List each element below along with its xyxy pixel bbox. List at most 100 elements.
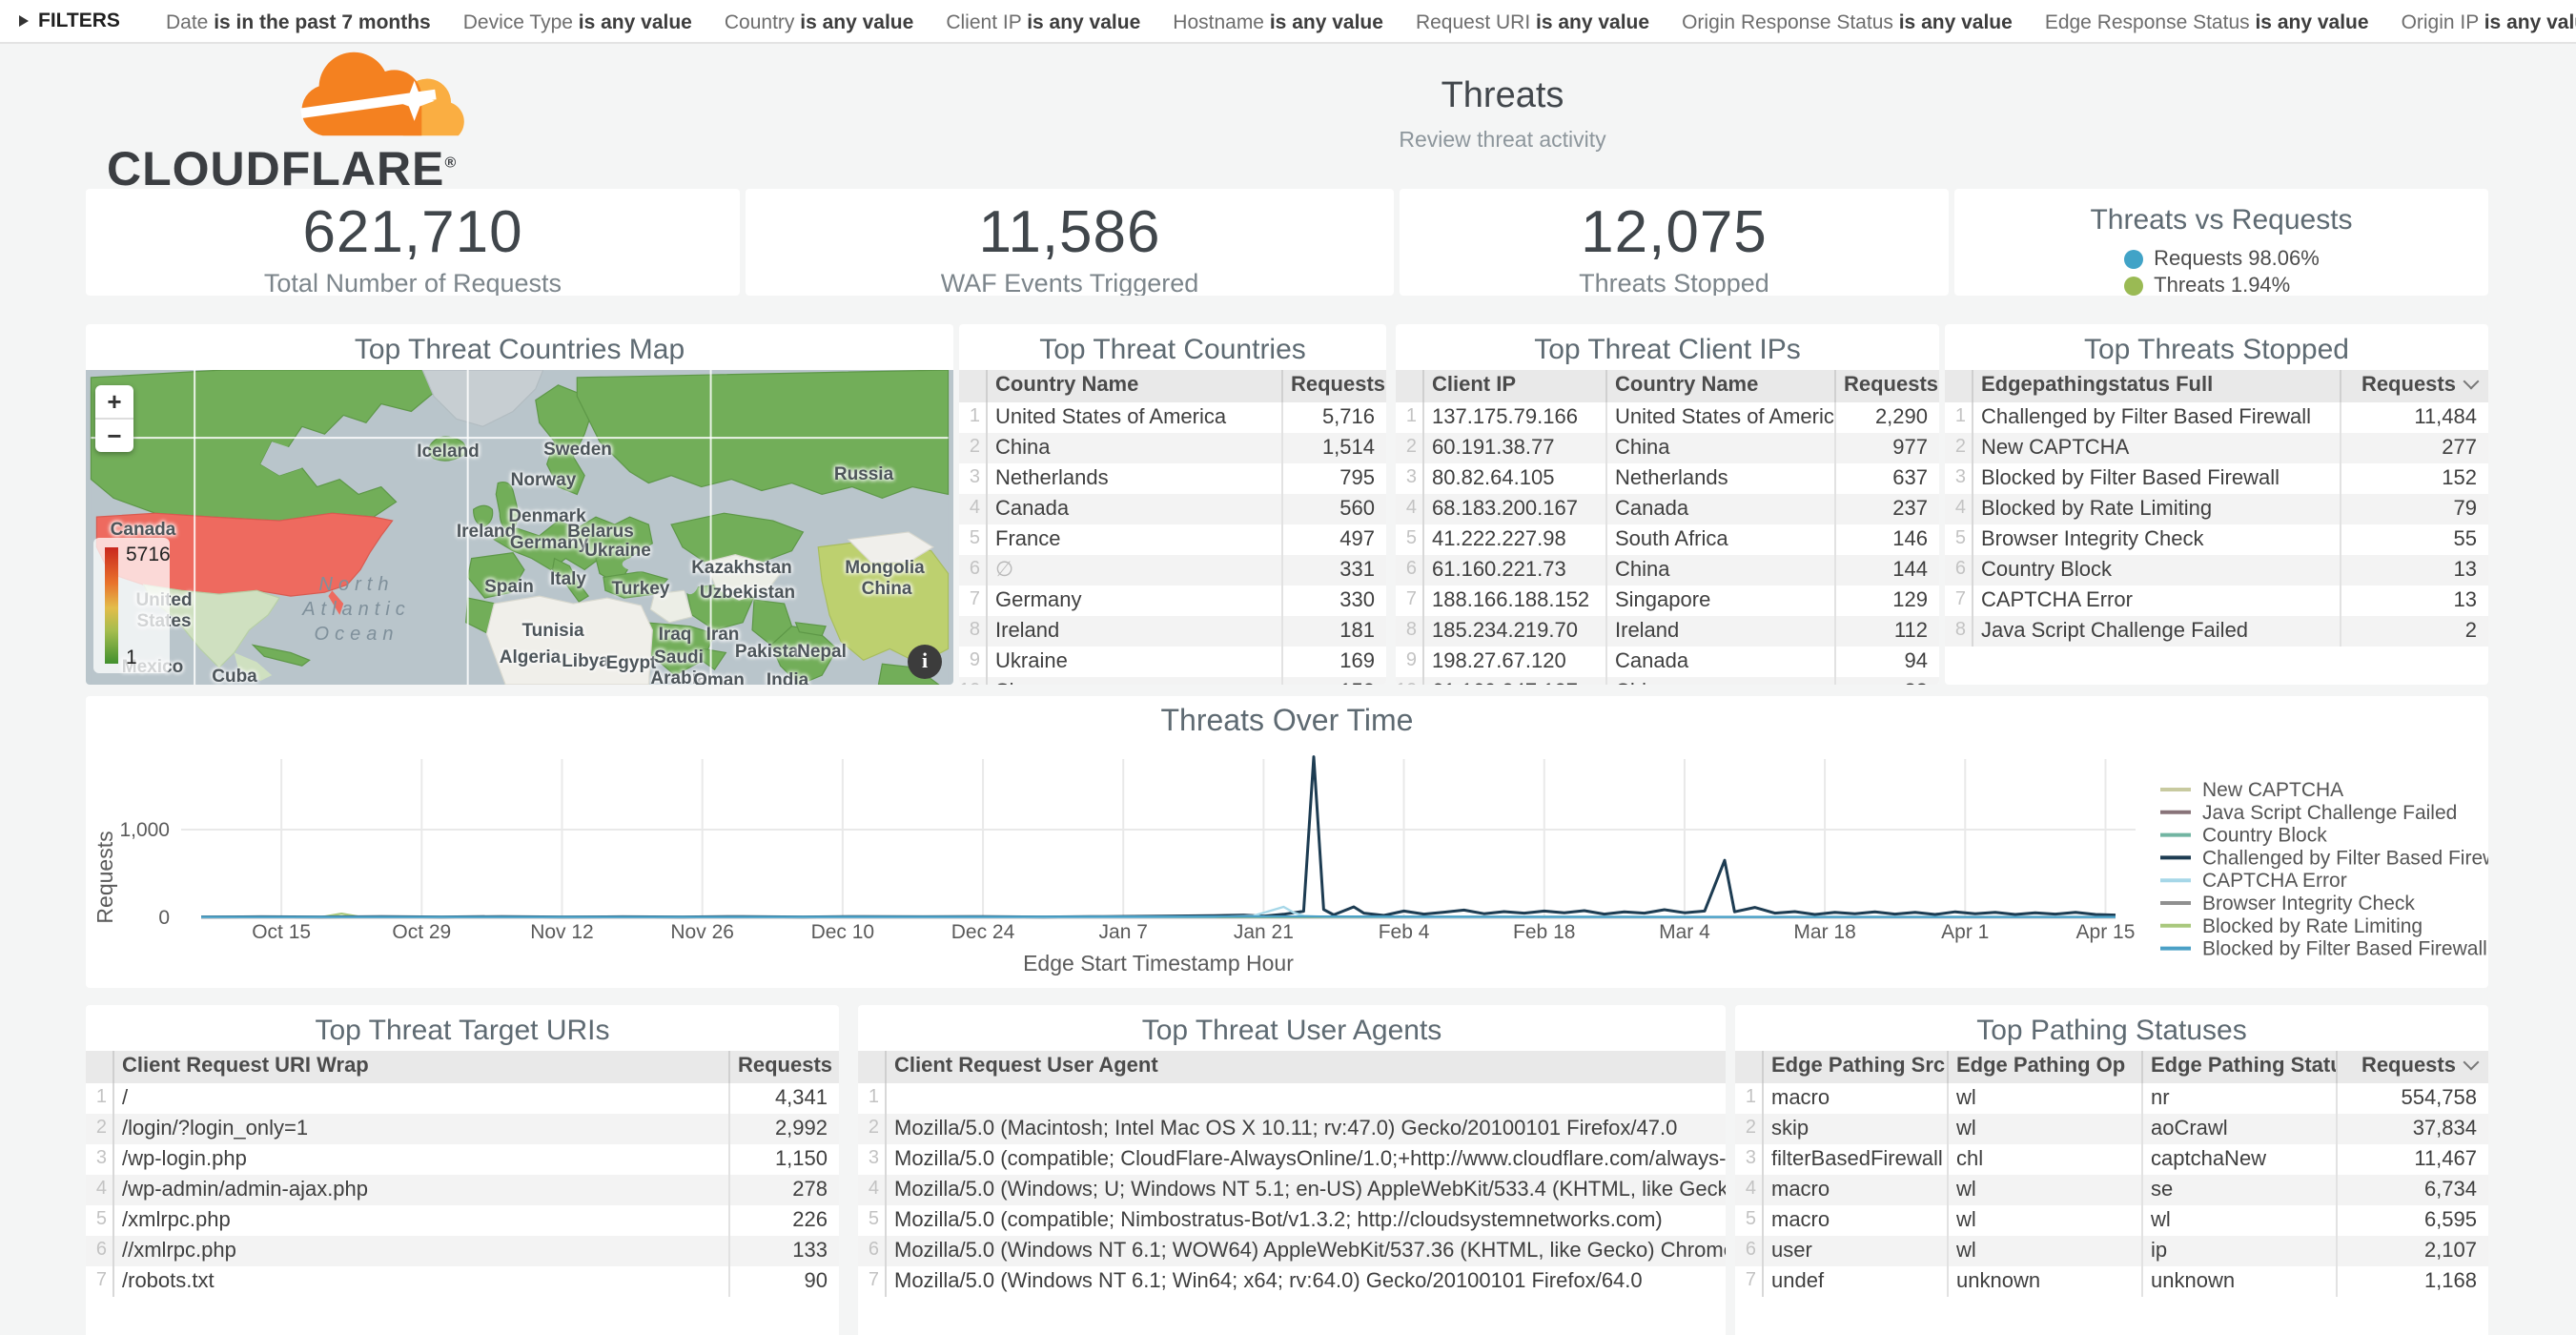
map-region-russia[interactable] [576, 370, 950, 500]
column-header[interactable]: Requests [1281, 370, 1386, 402]
table-body: 1 137.175.79.166 United States of America 2… [1396, 402, 1939, 685]
zoom-in-button[interactable]: + [107, 387, 122, 416]
chart-legend-label[interactable]: Country Block [2202, 825, 2327, 847]
table-row[interactable]: 3 80.82.64.105 Netherlands 637 [1396, 463, 1939, 494]
table-row[interactable]: 2 Mozilla/5.0 (Macintosh; Intel Mac OS X … [858, 1114, 1726, 1144]
map-region-cuba[interactable] [251, 644, 311, 667]
map-region-mongolia[interactable] [847, 531, 934, 564]
map-region-india[interactable] [770, 626, 838, 685]
table-row[interactable]: 4 Canada 560 [959, 494, 1386, 524]
table-row[interactable]: 7 Mozilla/5.0 (Windows NT 6.1; Win64; x64… [858, 1266, 1726, 1297]
map-region-uk[interactable] [495, 481, 519, 533]
table-row[interactable]: 3 filterBasedFirewall chl captchaNew 11,467 [1735, 1144, 2488, 1175]
table-row[interactable]: 1 United States of America 5,716 [959, 402, 1386, 433]
map-region-iceland[interactable] [428, 436, 466, 462]
table-row[interactable]: 1 macro wl nr 554,758 [1735, 1083, 2488, 1114]
chart-legend-label[interactable]: CAPTCHA Error [2202, 870, 2347, 892]
map-hudson-bay [260, 442, 302, 476]
filter-item[interactable]: Origin IP is any value [2402, 11, 2576, 34]
map-region-mexico[interactable] [142, 584, 280, 669]
table-row[interactable]: 4 macro wl se 6,734 [1735, 1175, 2488, 1205]
map-region-se-asia[interactable] [877, 663, 940, 685]
table-row[interactable]: 6 user wl ip 2,107 [1735, 1236, 2488, 1266]
table-row[interactable]: 4 68.183.200.167 Canada 237 [1396, 494, 1939, 524]
filter-item[interactable]: Device Type is any value [463, 11, 692, 34]
table-row[interactable]: 2 New CAPTCHA 277 [1945, 433, 2488, 463]
chart-legend-label[interactable]: Blocked by Filter Based Firewall [2202, 938, 2487, 960]
table-row[interactable]: 2 China 1,514 [959, 433, 1386, 463]
table-row[interactable]: 1 / 4,341 [86, 1083, 839, 1114]
table-row[interactable]: 6 61.160.221.73 China 144 [1396, 555, 1939, 585]
table-row[interactable]: 4 Blocked by Rate Limiting 79 [1945, 494, 2488, 524]
filter-item[interactable]: Country is any value [725, 11, 913, 34]
threat-countries-map[interactable]: CanadaUnitedStatesMexicoCubaIcelandSwede… [86, 370, 953, 685]
column-header[interactable]: Requests [2340, 370, 2488, 402]
table-row[interactable]: 9 Ukraine 169 [959, 647, 1386, 677]
table-row[interactable]: 7 undef unknown unknown 1,168 [1735, 1266, 2488, 1297]
map-region-kazakhstan[interactable] [670, 512, 805, 564]
row-index: 10 [1396, 677, 1424, 685]
column-header: Edgepathingstatus Full [1981, 374, 2214, 397]
table-row[interactable]: 7 CAPTCHA Error 13 [1945, 585, 2488, 616]
filter-item[interactable]: Origin Response Status is any value [1682, 11, 2013, 34]
column-header[interactable]: Requests [2336, 1051, 2488, 1083]
chart-legend-label[interactable]: Browser Integrity Check [2202, 893, 2415, 914]
table-row[interactable]: 7 Germany 330 [959, 585, 1386, 616]
table-cell: 88 [1834, 677, 1939, 685]
table-row[interactable]: 10Singapore152 [959, 677, 1386, 685]
table-row[interactable]: 6 Country Block 13 [1945, 555, 2488, 585]
table-row[interactable]: 5/xmlrpc.php 226 [86, 1205, 839, 1236]
map-region-italy[interactable] [551, 557, 589, 603]
table-row[interactable]: 8 Java Script Challenge Failed 2 [1945, 616, 2488, 647]
row-index: 2 [959, 433, 988, 463]
map-region-oman[interactable] [701, 647, 727, 671]
row-index: 2 [1735, 1114, 1764, 1144]
table-row[interactable]: 8 185.234.219.70 Ireland 112 [1396, 616, 1939, 647]
filter-item[interactable]: Date is in the past 7 months [166, 11, 431, 34]
table-row[interactable]: 1061.160.247.127China88 [1396, 677, 1939, 685]
table-row[interactable]: 5 France 497 [959, 524, 1386, 555]
chart-legend-label[interactable]: New CAPTCHA [2202, 779, 2343, 801]
filter-item[interactable]: Client IP is any value [946, 11, 1140, 34]
filter-item[interactable]: Request URI is any value [1416, 11, 1649, 34]
chart-legend-label[interactable]: Challenged by Filter Based Firewall [2202, 847, 2488, 869]
table-row[interactable]: 1 Challenged by Filter Based Firewall 11,4… [1945, 402, 2488, 433]
table-row[interactable]: 6 Mozilla/5.0 (Windows NT 6.1; WOW64) App… [858, 1236, 1726, 1266]
map-region-north-africa[interactable] [485, 595, 653, 685]
table-row[interactable]: 5 Browser Integrity Check 55 [1945, 524, 2488, 555]
table-row[interactable]: 9 198.27.67.120 Canada 94 [1396, 647, 1939, 677]
table-row[interactable]: 7/robots.txt 90 [86, 1266, 839, 1297]
table-row[interactable]: 1 137.175.79.166 United States of America 2… [1396, 402, 1939, 433]
table-row[interactable]: 2 skip wl aoCrawl 37,834 [1735, 1114, 2488, 1144]
map-region-ireland[interactable] [472, 504, 494, 527]
chart-legend-label[interactable]: Blocked by Rate Limiting [2202, 915, 2423, 937]
filter-item[interactable]: Hostname is any value [1173, 11, 1383, 34]
table-row[interactable]: 7 188.166.188.152 Singapore 129 [1396, 585, 1939, 616]
map-region-nepal[interactable] [794, 622, 827, 637]
table-row[interactable]: 1 [858, 1083, 1726, 1114]
table-row[interactable]: 5 41.222.227.98 South Africa 146 [1396, 524, 1939, 555]
map-region-greenland[interactable] [421, 370, 544, 427]
info-icon[interactable]: i [908, 645, 942, 679]
table-row[interactable]: 5 macro wl wl 6,595 [1735, 1205, 2488, 1236]
map-region-iraq[interactable] [649, 589, 693, 624]
column-header[interactable]: Requests [728, 1051, 839, 1083]
zoom-out-button[interactable]: − [95, 418, 133, 452]
table-row[interactable]: 6 ∅ 331 [959, 555, 1386, 585]
table-row[interactable]: 2 60.191.38.77 China 977 [1396, 433, 1939, 463]
table-row[interactable]: 3/wp-login.php 1,150 [86, 1144, 839, 1175]
table-row[interactable]: 4/wp-admin/admin-ajax.php 278 [86, 1175, 839, 1205]
column-header[interactable]: Requests [1834, 370, 1939, 402]
filters-toggle[interactable]: FILTERS [19, 10, 120, 32]
table-row[interactable]: 2/login/?login_only=1 2,992 [86, 1114, 839, 1144]
table-row[interactable]: 6 //xmlrpc.php 133 [86, 1236, 839, 1266]
map-region-central-asia[interactable] [704, 554, 782, 601]
table-row[interactable]: 8 Ireland 181 [959, 616, 1386, 647]
table-row[interactable]: 5 Mozilla/5.0 (compatible; Nimbostratus-B… [858, 1205, 1726, 1236]
table-row[interactable]: 3 Netherlands 795 [959, 463, 1386, 494]
filter-item[interactable]: Edge Response Status is any value [2045, 11, 2369, 34]
table-row[interactable]: 3 Blocked by Filter Based Firewall 152 [1945, 463, 2488, 494]
chart-legend-label[interactable]: Java Script Challenge Failed [2202, 802, 2457, 824]
table-row[interactable]: 4 Mozilla/5.0 (Windows; U; Windows NT 5.1… [858, 1175, 1726, 1205]
table-row[interactable]: 3 Mozilla/5.0 (compatible; CloudFlare-Alw… [858, 1144, 1726, 1175]
